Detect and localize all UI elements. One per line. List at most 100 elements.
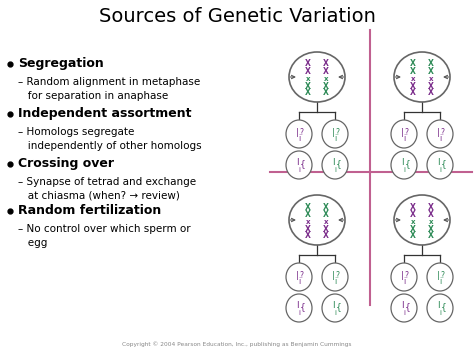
Text: x: x [324, 76, 328, 82]
Text: – Homologs segregate
   independently of other homologs: – Homologs segregate independently of ot… [18, 127, 201, 151]
Text: x: x [306, 76, 310, 82]
Text: {: { [300, 159, 305, 168]
Text: |: | [331, 128, 335, 137]
Text: X: X [410, 225, 416, 234]
Text: ?: ? [299, 128, 303, 137]
Text: I: I [401, 301, 404, 310]
Text: X: X [428, 60, 434, 69]
Text: i: i [439, 310, 441, 316]
Text: i: i [298, 167, 300, 173]
Text: Segregation: Segregation [18, 58, 104, 71]
Text: x: x [411, 76, 415, 82]
Text: – Random alignment in metaphase
   for separation in anaphase: – Random alignment in metaphase for sepa… [18, 77, 200, 101]
Ellipse shape [394, 52, 450, 102]
Ellipse shape [391, 294, 417, 322]
Text: X: X [428, 82, 434, 91]
Text: i: i [439, 135, 441, 143]
Text: X: X [305, 67, 311, 76]
Ellipse shape [322, 294, 348, 322]
Text: I: I [332, 158, 335, 168]
Text: i: i [334, 167, 336, 173]
Text: |: | [296, 128, 299, 137]
Text: {: { [300, 302, 305, 311]
Text: |: | [401, 271, 403, 280]
Text: X: X [323, 67, 329, 76]
Text: X: X [428, 231, 434, 240]
Ellipse shape [286, 294, 312, 322]
Text: i: i [334, 277, 336, 286]
Ellipse shape [322, 120, 348, 148]
Ellipse shape [391, 151, 417, 179]
Text: ?: ? [335, 128, 339, 137]
Text: ?: ? [440, 271, 444, 280]
Text: X: X [428, 210, 434, 219]
Text: i: i [439, 277, 441, 286]
Ellipse shape [286, 263, 312, 291]
Text: |: | [296, 271, 299, 280]
Text: |: | [331, 271, 335, 280]
Text: ?: ? [404, 271, 408, 280]
Ellipse shape [427, 263, 453, 291]
Text: I: I [401, 158, 404, 168]
Text: ?: ? [335, 271, 339, 280]
Text: X: X [323, 60, 329, 69]
Text: i: i [403, 167, 405, 173]
Text: X: X [410, 88, 416, 97]
Ellipse shape [289, 195, 345, 245]
Text: {: { [440, 159, 446, 168]
Text: I: I [296, 301, 299, 310]
Ellipse shape [286, 120, 312, 148]
Text: |: | [437, 128, 439, 137]
Text: I: I [332, 301, 335, 310]
Text: Independent assortment: Independent assortment [18, 108, 191, 120]
Text: X: X [323, 82, 329, 91]
Text: Crossing over: Crossing over [18, 158, 114, 170]
Text: X: X [428, 67, 434, 76]
Text: X: X [305, 202, 311, 212]
Text: I: I [296, 158, 299, 168]
Text: – Synapse of tetrad and exchange
   at chiasma (when? → review): – Synapse of tetrad and exchange at chia… [18, 177, 196, 201]
Text: X: X [428, 202, 434, 212]
Text: {: { [336, 302, 341, 311]
Text: x: x [428, 219, 433, 225]
Text: X: X [428, 88, 434, 97]
Text: X: X [305, 82, 311, 91]
Ellipse shape [394, 195, 450, 245]
Text: X: X [305, 60, 311, 69]
Text: Copyright © 2004 Pearson Education, Inc., publishing as Benjamin Cummings: Copyright © 2004 Pearson Education, Inc.… [122, 342, 352, 347]
Text: X: X [410, 210, 416, 219]
Text: i: i [334, 310, 336, 316]
Text: i: i [298, 277, 300, 286]
Ellipse shape [322, 151, 348, 179]
Ellipse shape [322, 263, 348, 291]
Text: X: X [410, 67, 416, 76]
Text: X: X [410, 82, 416, 91]
Text: i: i [439, 167, 441, 173]
Text: i: i [403, 277, 405, 286]
Text: X: X [305, 88, 311, 97]
Text: ?: ? [440, 128, 444, 137]
Text: x: x [306, 219, 310, 225]
Ellipse shape [427, 151, 453, 179]
Text: X: X [410, 231, 416, 240]
Text: x: x [428, 76, 433, 82]
Text: x: x [324, 219, 328, 225]
Text: |: | [401, 128, 403, 137]
Text: i: i [403, 135, 405, 143]
Ellipse shape [427, 294, 453, 322]
Text: i: i [334, 135, 336, 143]
Text: X: X [323, 202, 329, 212]
Ellipse shape [427, 120, 453, 148]
Text: Random fertilization: Random fertilization [18, 204, 161, 218]
Ellipse shape [391, 263, 417, 291]
Text: X: X [410, 202, 416, 212]
Ellipse shape [286, 151, 312, 179]
Text: X: X [323, 210, 329, 219]
Text: {: { [440, 302, 446, 311]
Text: i: i [403, 310, 405, 316]
Text: x: x [411, 219, 415, 225]
Text: i: i [298, 135, 300, 143]
Text: {: { [336, 159, 341, 168]
Text: X: X [323, 225, 329, 234]
Text: X: X [323, 88, 329, 97]
